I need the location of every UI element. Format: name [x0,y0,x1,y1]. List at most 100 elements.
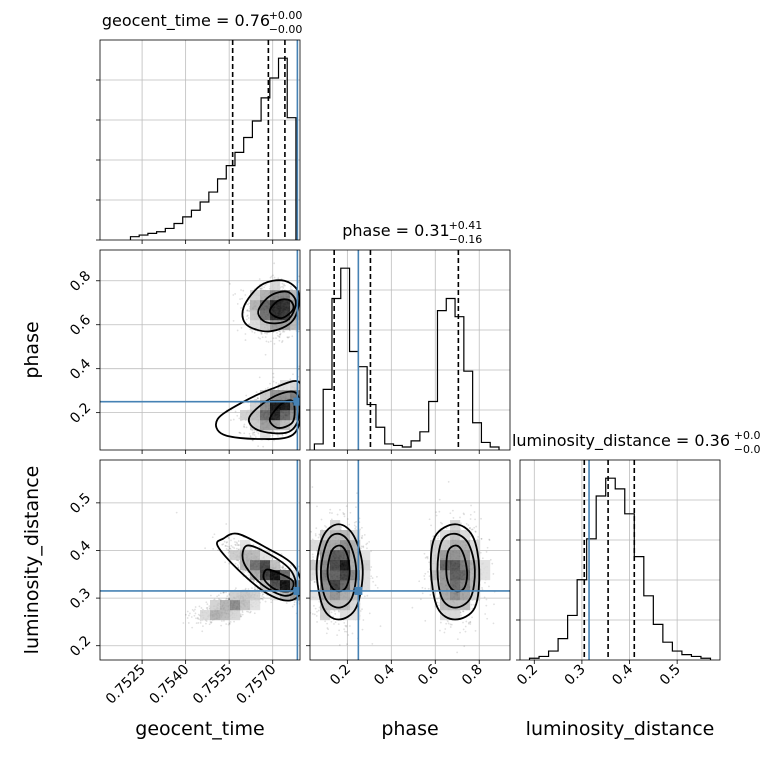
sample-point [223,591,225,594]
density-cell [290,310,300,321]
sample-point [302,600,304,602]
sample-point [303,583,305,585]
sample-point [314,407,316,409]
sample-point [212,547,215,550]
sample-point [300,584,302,586]
sample-point [318,379,320,381]
sample-point [261,598,264,601]
sample-point [302,283,304,285]
sample-point [194,606,197,608]
sample-point [301,400,303,402]
sample-point [218,598,220,600]
sample-point [251,330,254,333]
sample-point [280,553,283,556]
sample-point [258,376,261,379]
sample-point [248,577,251,579]
sample-point [204,547,207,550]
sample-point [308,396,310,398]
sample-point [253,612,256,615]
sample-point [314,320,316,322]
sample-point [248,307,251,310]
sample-point [301,386,303,388]
sample-point [195,622,198,625]
density-cell [290,580,300,591]
sample-point [301,419,303,421]
sample-point [198,605,201,608]
density-cell [210,600,221,611]
panel-title-upper-luminosity_distance: +0.06 [734,429,760,442]
sample-point [254,588,256,591]
sample-point [303,592,305,594]
density-cell [250,560,261,571]
sample-point [307,584,309,586]
sample-point [302,413,304,415]
panel-title-lower-geocent_time: −0.00 [269,23,303,36]
sample-point [301,401,303,403]
sample-point [306,591,308,593]
sample-point [233,620,235,623]
sample-point [279,330,281,333]
sample-point [231,546,234,548]
sample-point [225,597,228,600]
sample-point [205,622,207,625]
sample-point [228,562,231,565]
sample-point [303,599,305,601]
sample-point [301,307,303,309]
sample-point [229,282,231,285]
density-cell [250,320,261,331]
sample-point [269,340,272,343]
sample-point [316,407,318,409]
sample-point [306,418,308,420]
sample-point [208,623,211,626]
sample-point [239,432,242,435]
sample-point [313,304,315,306]
contour-geocent_time-phase-4 [248,390,300,435]
sample-point [246,309,249,312]
sample-point [310,418,312,420]
sample-point [304,410,306,412]
sample-point [238,431,241,434]
sample-point [302,595,304,597]
sample-point [243,426,246,428]
sample-point [283,330,286,333]
sample-point [262,596,265,599]
sample-point [234,293,237,295]
sample-point [199,621,202,624]
sample-point [256,430,258,433]
density-cell [270,560,281,571]
sample-point [305,602,307,604]
sample-point [261,287,264,290]
sample-point [302,312,304,314]
sample-point [297,565,300,568]
sample-point [273,262,276,265]
sample-point [311,305,313,307]
density-cell [230,590,241,601]
sample-point [292,373,294,376]
sample-point [307,302,309,304]
sample-point [303,284,305,286]
density-cell [230,550,241,561]
sample-point [303,586,305,588]
sample-point [272,380,275,383]
panel-title-upper-geocent_time: +0.00 [269,9,303,22]
sample-point [228,549,231,552]
sample-point [304,336,306,338]
sample-point [244,339,247,341]
sample-point [224,561,227,564]
sample-point [246,314,249,317]
sample-point [206,603,209,606]
sample-point [264,388,267,391]
density-cell [290,390,300,401]
sample-point [302,395,304,397]
sample-point [336,386,338,388]
sample-point [291,335,294,338]
sample-point [303,599,305,601]
sample-point [298,275,300,278]
sample-point [235,544,237,546]
sample-point [301,595,303,597]
sample-point [308,585,310,587]
sample-point [260,591,263,594]
sample-point [194,612,197,615]
sample-point [308,587,310,589]
